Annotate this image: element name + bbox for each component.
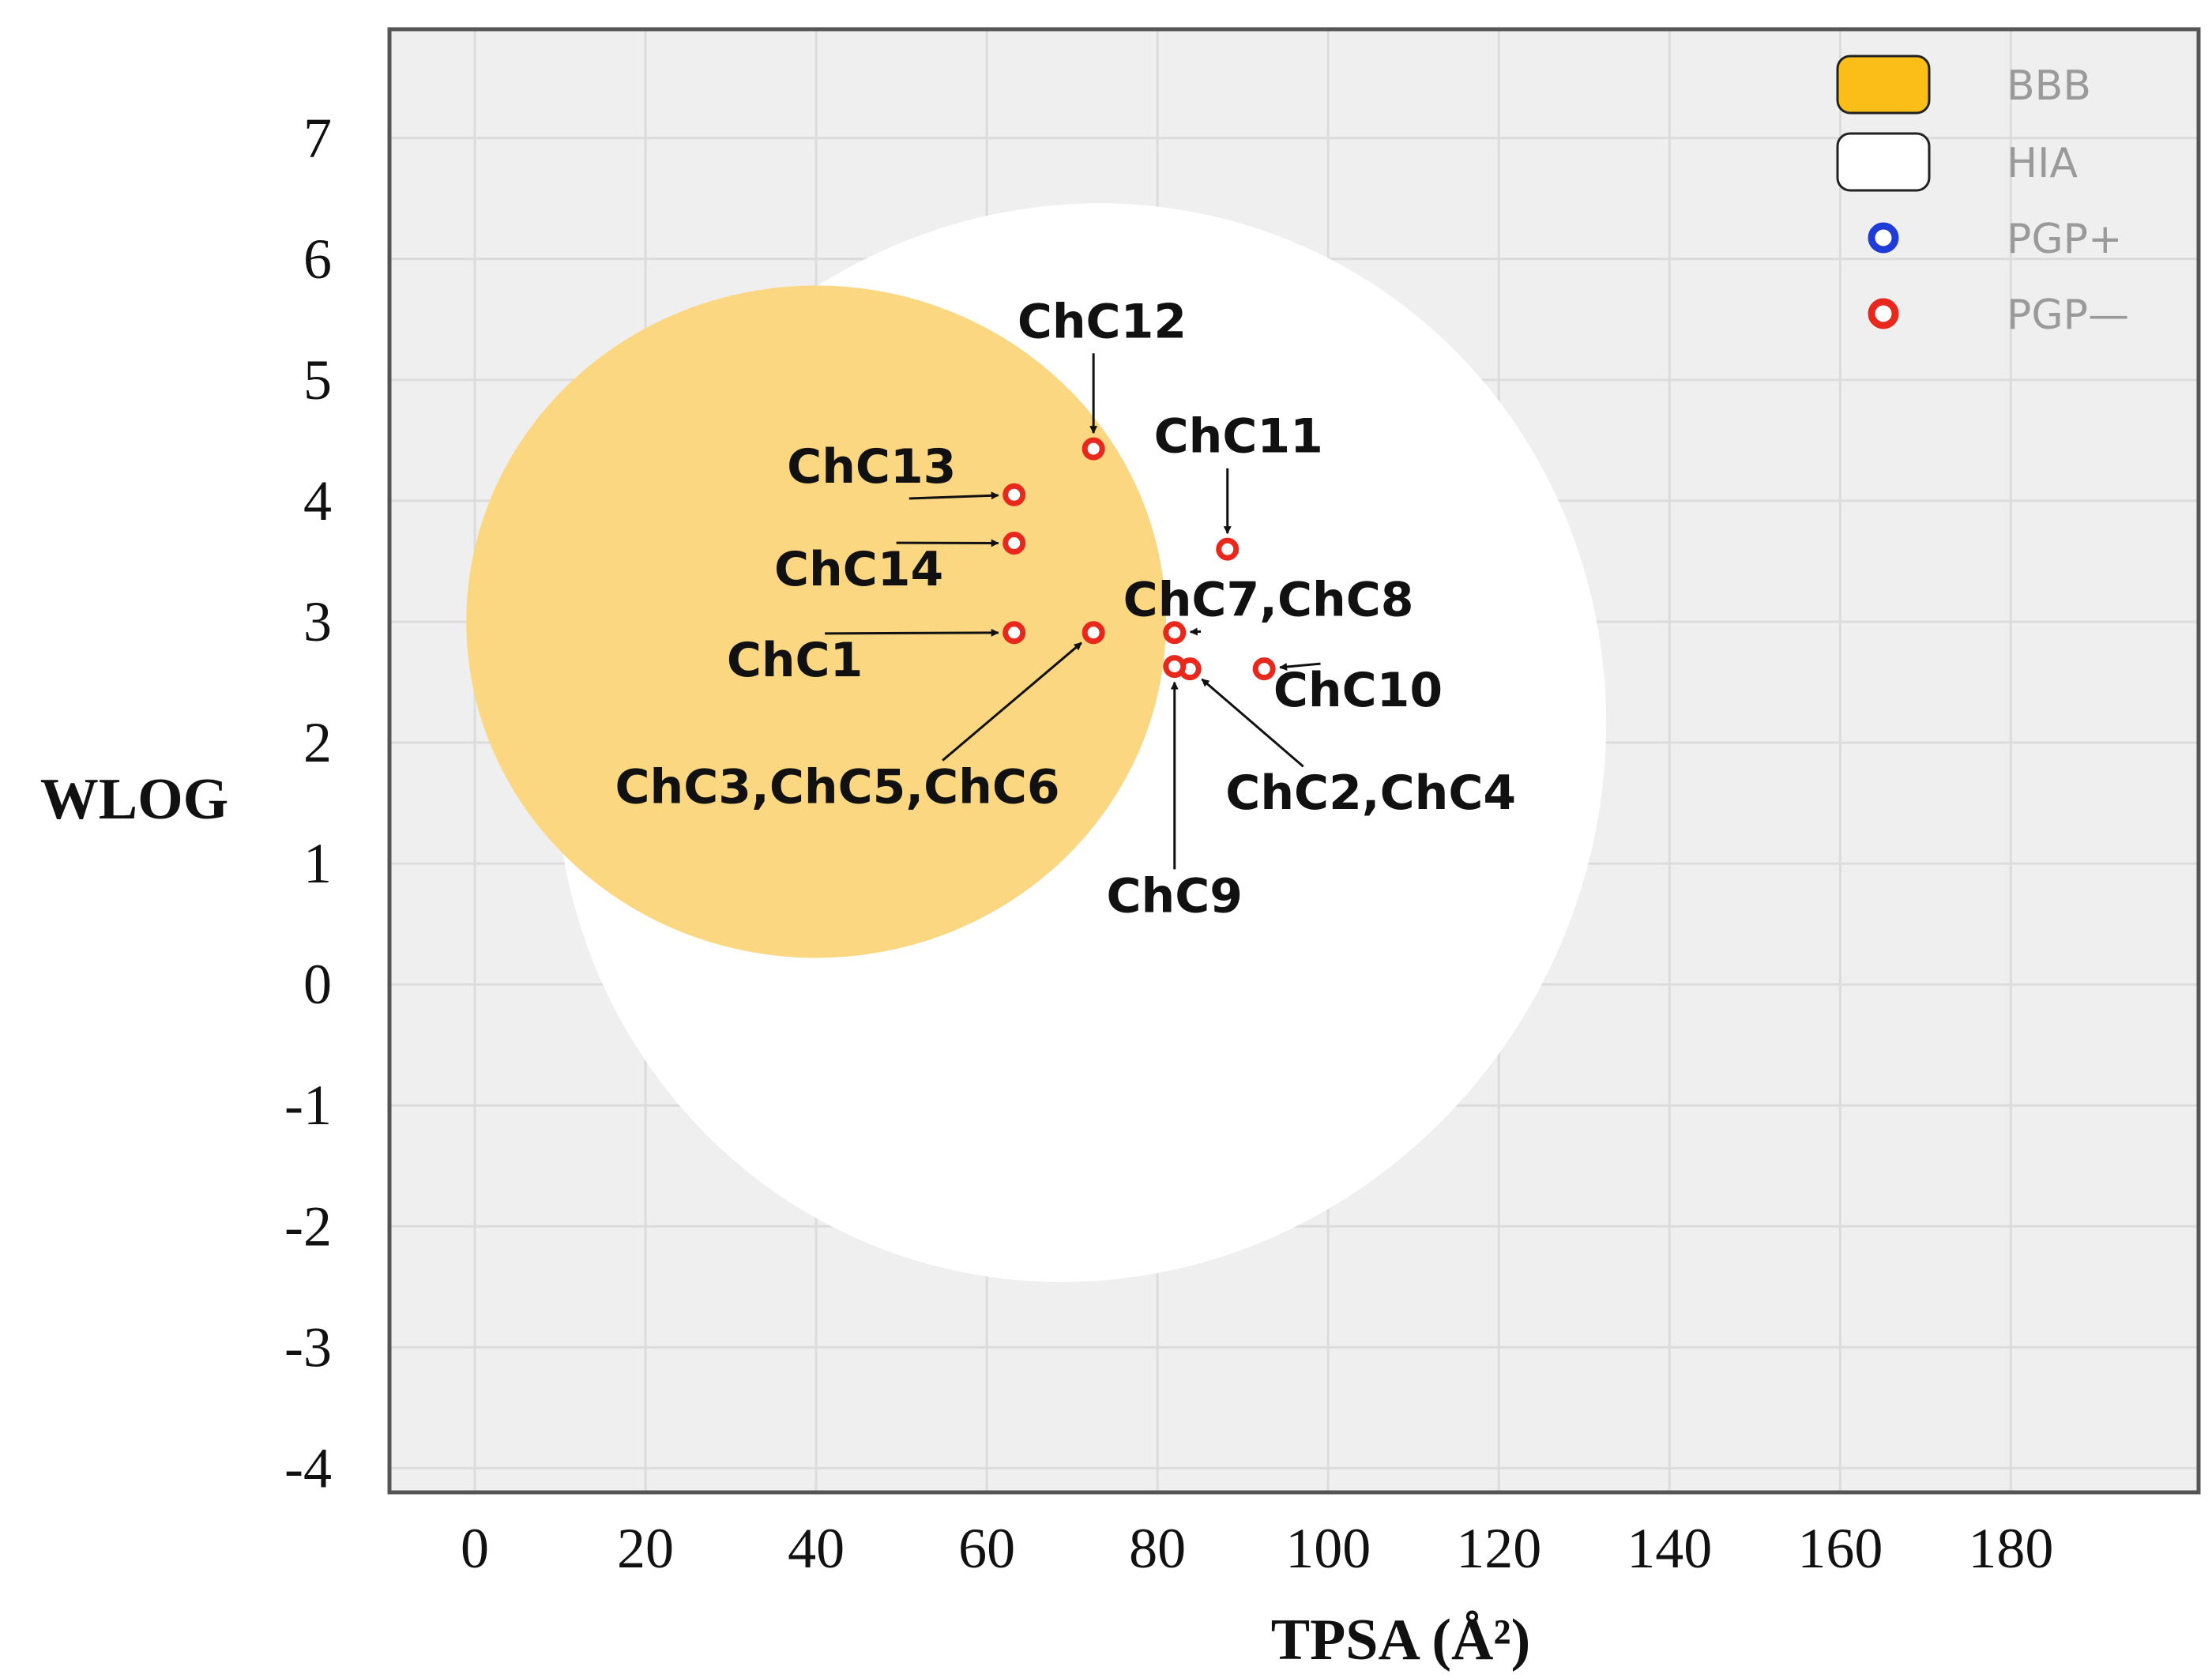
data-point xyxy=(1252,657,1276,681)
annotation-arrow xyxy=(825,628,999,637)
annotation-arrow xyxy=(1201,678,1304,768)
annotation-label: ChC10 xyxy=(1273,663,1443,718)
y-tick-label: 4 xyxy=(303,469,332,532)
annotation-arrow xyxy=(942,641,1082,762)
data-point xyxy=(1163,621,1187,645)
data-point xyxy=(1082,437,1105,461)
y-tick-label: 7 xyxy=(303,107,332,170)
annotation-arrow xyxy=(1189,627,1202,636)
x-tick-label: 180 xyxy=(1968,1517,2053,1580)
data-point xyxy=(1216,537,1240,561)
annotation-label: ChC7,ChC8 xyxy=(1123,572,1414,627)
x-tick-label: 60 xyxy=(958,1517,1015,1580)
x-tick-label: 160 xyxy=(1797,1517,1883,1580)
plot-frame xyxy=(387,27,2201,1495)
annotation-label: ChC11 xyxy=(1154,409,1323,465)
x-tick-label: 100 xyxy=(1285,1517,1371,1580)
y-tick-label: 1 xyxy=(303,832,332,895)
x-tick-label: 120 xyxy=(1456,1517,1541,1580)
legend-marker-ring xyxy=(1868,222,1899,254)
data-point xyxy=(1003,531,1026,555)
y-axis-title: WLOG xyxy=(40,767,228,832)
x-tick-labels: 0 20 40 60 80 100 120 140 160 180 xyxy=(461,1517,2053,1580)
legend-label: BBB xyxy=(2007,62,2091,110)
annotation-label: ChC1 xyxy=(727,633,863,688)
legend: BBB HIA PGP+ PGP— xyxy=(1836,55,2129,339)
x-tick-label: 20 xyxy=(617,1517,674,1580)
y-tick-label: 3 xyxy=(303,590,332,653)
data-point xyxy=(1003,621,1026,645)
legend-swatch-hia xyxy=(1836,132,1931,192)
annotation-label: ChC2,ChC4 xyxy=(1225,766,1516,821)
x-tick-label: 140 xyxy=(1627,1517,1712,1580)
legend-swatch-bbb xyxy=(1836,55,1931,115)
y-tick-label: -3 xyxy=(284,1315,332,1379)
x-tick-label: 0 xyxy=(461,1517,489,1580)
region-bbb xyxy=(466,285,1166,958)
y-tick-labels: 7 6 5 4 3 2 1 0 -1 -2 -3 -4 xyxy=(284,107,332,1500)
regions xyxy=(466,203,1607,1282)
annotation-arrows xyxy=(825,353,1321,870)
annotation-label: ChC9 xyxy=(1107,868,1243,924)
x-tick-label: 80 xyxy=(1129,1517,1186,1580)
annotation-arrow xyxy=(1279,662,1321,672)
legend-label: PGP— xyxy=(2007,292,2129,339)
y-tick-label: -4 xyxy=(284,1436,332,1499)
annotation-label: ChC14 xyxy=(774,542,943,597)
annotation-label: ChC13 xyxy=(787,439,956,495)
y-tick-label: 5 xyxy=(303,348,332,412)
data-point xyxy=(1003,483,1026,506)
legend-label: HIA xyxy=(2007,140,2078,187)
y-tick-label: 2 xyxy=(303,711,332,774)
data-point xyxy=(1163,655,1187,679)
data-point xyxy=(1082,621,1105,645)
legend-marker-ring xyxy=(1868,298,1899,329)
annotation-label: ChC12 xyxy=(1018,294,1187,349)
x-axis-title: TPSA (Å²) xyxy=(1271,1608,1530,1672)
annotation-label: ChC3,ChC5,ChC6 xyxy=(615,760,1060,815)
y-tick-label: 0 xyxy=(303,953,332,1016)
data-points xyxy=(1003,437,1276,681)
y-tick-label: -1 xyxy=(284,1074,332,1137)
legend-label: PGP+ xyxy=(2007,216,2123,263)
annotation-arrow xyxy=(908,491,999,500)
annotations: ChC12 ChC11 ChC13 ChC14 ChC7,ChC8 ChC1 ChC10 Ch… xyxy=(615,294,1517,924)
y-tick-label: -2 xyxy=(284,1195,332,1258)
y-tick-label: 6 xyxy=(303,228,332,291)
x-tick-label: 40 xyxy=(788,1517,845,1580)
